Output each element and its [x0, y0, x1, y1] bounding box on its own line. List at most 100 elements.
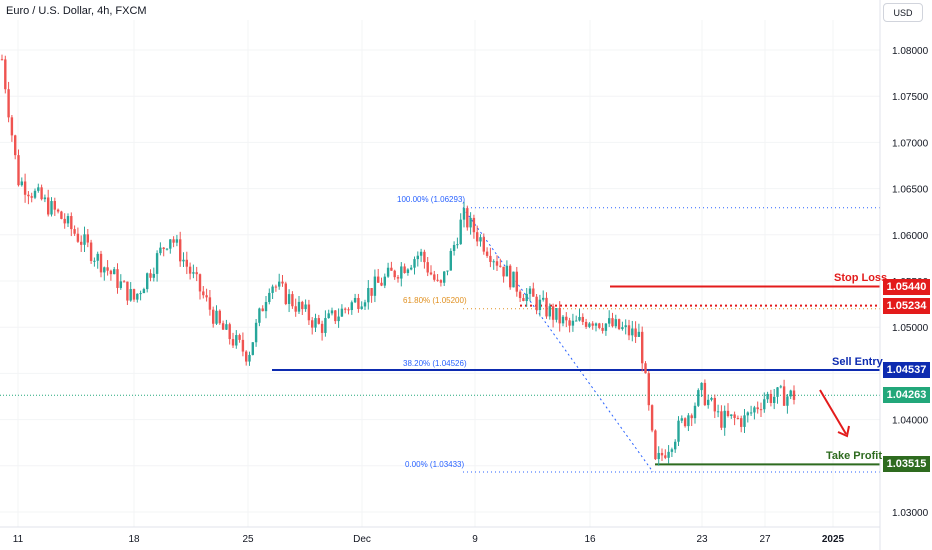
fib-trend-line — [462, 207, 654, 473]
candle-body — [60, 211, 63, 219]
candle-body — [330, 310, 334, 314]
candle-body — [657, 452, 660, 460]
candle-body — [545, 297, 548, 317]
candle-body — [436, 279, 439, 281]
candle-body — [30, 196, 33, 198]
candle-body — [472, 217, 476, 233]
candle-body — [664, 455, 667, 458]
candle-body — [462, 208, 466, 220]
candle-body — [779, 386, 782, 388]
candle-body — [235, 335, 238, 346]
candle-body — [231, 339, 235, 346]
candle-body — [634, 328, 637, 337]
candle-body — [584, 321, 588, 327]
candle-body — [759, 409, 763, 411]
candle-body — [142, 289, 146, 294]
candle-body — [561, 316, 565, 324]
candle-body — [687, 415, 690, 427]
candle-body — [776, 387, 779, 397]
candle-body — [426, 262, 429, 273]
candle-body — [99, 253, 103, 273]
candle-body — [83, 234, 86, 245]
candle-body — [347, 309, 350, 311]
candle-body — [647, 373, 650, 406]
candle-body — [357, 297, 360, 309]
candle-body — [403, 266, 406, 274]
time-tick-label: 11 — [13, 534, 24, 545]
candle-body — [172, 239, 175, 243]
candle-body — [284, 283, 287, 305]
candle-body — [225, 324, 228, 330]
candle-body — [413, 259, 416, 268]
candle-body — [350, 302, 353, 311]
candle-body — [47, 197, 50, 215]
candle-body — [749, 412, 753, 414]
candle-body — [489, 255, 492, 262]
price-tick-label: 1.06000 — [892, 231, 929, 242]
candle-body — [726, 410, 730, 417]
candle-body — [126, 281, 129, 301]
candle-body — [212, 309, 215, 324]
candle-body — [254, 322, 258, 343]
candle-body — [287, 294, 291, 305]
candle-body — [763, 399, 766, 410]
candle-body — [786, 396, 789, 406]
candle-body — [278, 281, 281, 287]
candle-body — [192, 272, 195, 274]
candle-body — [766, 393, 769, 400]
candle-body — [4, 59, 7, 90]
time-tick-label: 16 — [584, 534, 596, 545]
candle-body — [476, 232, 479, 242]
candle-body — [578, 316, 581, 321]
candle-body — [106, 267, 109, 271]
candle-body — [149, 273, 152, 278]
take-profit-label: Take Profit — [826, 450, 883, 462]
candle-body — [439, 280, 443, 283]
candle-body — [344, 308, 347, 310]
price-tick-label: 1.08000 — [892, 46, 929, 57]
candle-body — [228, 324, 231, 340]
candle-body — [792, 390, 796, 400]
candle-body — [380, 282, 383, 286]
candle-body — [443, 271, 446, 283]
candle-body — [221, 323, 225, 330]
candle-body — [743, 415, 746, 427]
fib-382-label: 38.20% (1.04526) — [403, 359, 467, 368]
candle-body — [733, 414, 736, 418]
time-tick-label: 9 — [472, 534, 478, 545]
time-tick-label: Dec — [353, 534, 371, 545]
candle-body — [532, 288, 535, 297]
time-tick-label: 2025 — [822, 534, 845, 545]
candle-body — [736, 417, 740, 419]
candle-body — [627, 325, 631, 336]
candle-body — [367, 288, 370, 303]
candle-body — [311, 320, 314, 328]
candle-body — [264, 302, 268, 312]
price-tick-label: 1.05000 — [892, 323, 929, 334]
candle-body — [281, 281, 284, 284]
time-tick-label: 18 — [128, 534, 140, 545]
candle-body — [14, 135, 17, 156]
candle-body — [80, 241, 83, 245]
candle-body — [621, 327, 624, 330]
candle-body — [396, 277, 400, 279]
candle-body — [218, 310, 221, 324]
fib-level-price-tag: 1.05234 — [883, 298, 930, 314]
candle-body — [670, 449, 674, 452]
candle-body — [119, 281, 122, 288]
candle-body — [505, 265, 509, 277]
candle-body — [769, 393, 773, 403]
fib-100-label: 100.00% (1.06293) — [397, 195, 466, 204]
candle-body — [697, 390, 700, 406]
candle-body — [113, 269, 116, 275]
currency-selector[interactable]: USD — [883, 3, 923, 22]
candle-body — [56, 209, 60, 212]
candle-body — [393, 270, 396, 278]
candle-body — [419, 251, 423, 256]
candle-body — [73, 229, 76, 234]
candle-body — [195, 272, 198, 275]
candle-body — [179, 239, 182, 262]
candle-body — [416, 255, 419, 260]
candle-body — [459, 219, 462, 245]
